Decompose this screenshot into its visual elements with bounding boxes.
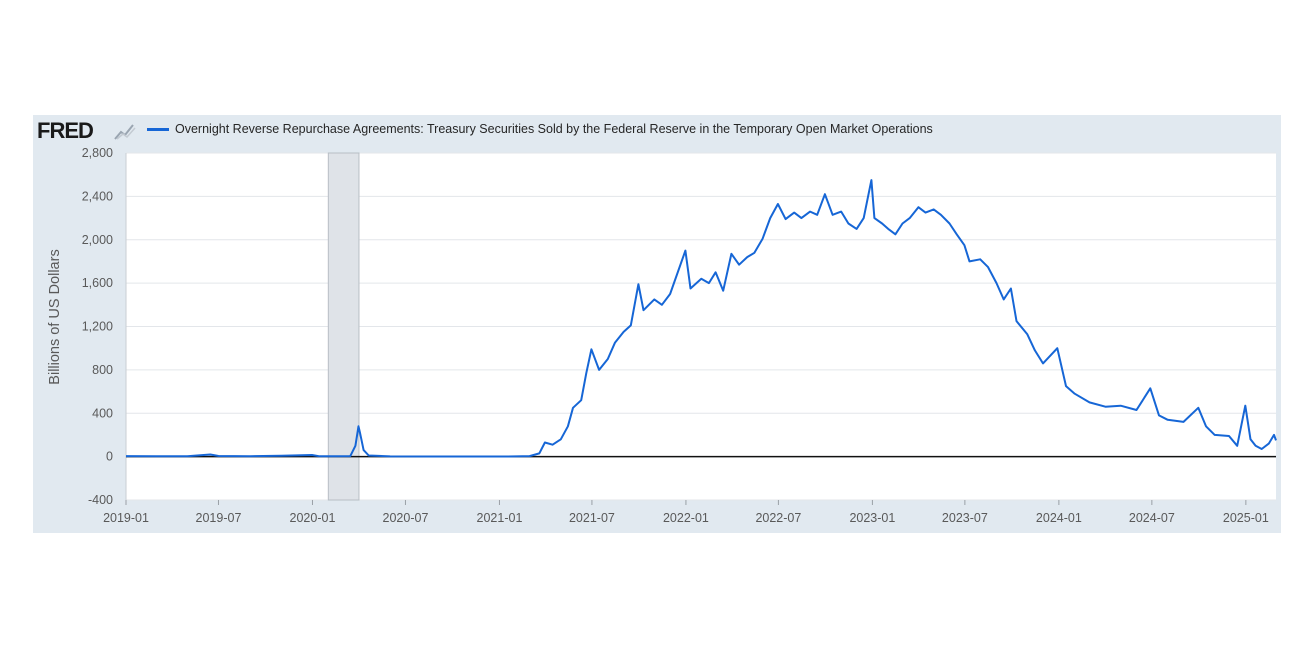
chart-panel: FRED Overnight Reverse Repurchase Agreem…: [33, 115, 1281, 533]
chart-legend: Overnight Reverse Repurchase Agreements:…: [147, 122, 933, 136]
legend-swatch: [147, 128, 169, 132]
y-tick-label: 400: [92, 406, 113, 420]
y-tick-label: 2,000: [82, 233, 113, 247]
x-tick-label: 2021-07: [569, 511, 615, 525]
line-chart: -400 0 400 800 1,200 1,600 2,000 2,400 2,800 201…: [47, 146, 1277, 525]
y-tick-label: -400: [88, 493, 113, 507]
legend-label: Overnight Reverse Repurchase Agreements:…: [175, 122, 933, 136]
x-tick-label: 2024-01: [1036, 511, 1082, 525]
y-tick-label: 2,800: [82, 146, 113, 160]
y-axis-label: Billions of US Dollars: [47, 249, 63, 384]
x-tick-label: 2022-01: [663, 511, 709, 525]
x-tick-label: 2024-07: [1129, 511, 1175, 525]
x-tick-label: 2025-01: [1223, 511, 1269, 525]
y-tick-label: 1,200: [82, 320, 113, 334]
x-tick-label: 2019-07: [196, 511, 242, 525]
x-tick-label: 2023-01: [849, 511, 895, 525]
x-tick-label: 2020-01: [290, 511, 336, 525]
y-tick-label: 2,400: [82, 189, 113, 203]
x-tick-label: 2020-07: [383, 511, 429, 525]
fred-logo[interactable]: FRED: [37, 118, 94, 143]
line-graph-icon: [114, 124, 136, 140]
x-tick-label: 2023-07: [942, 511, 988, 525]
x-tick-label: 2022-07: [755, 511, 801, 525]
y-tick-label: 800: [92, 363, 113, 377]
recession-band: [327, 152, 360, 501]
chart-header: FRED Overnight Reverse Repurchase Agreem…: [33, 115, 1281, 145]
series-line: [125, 179, 1277, 458]
x-tick-label: 2019-01: [103, 511, 149, 525]
x-tick-label: 2021-01: [477, 511, 523, 525]
y-tick-label: 0: [106, 450, 113, 464]
y-tick-label: 1,600: [82, 276, 113, 290]
